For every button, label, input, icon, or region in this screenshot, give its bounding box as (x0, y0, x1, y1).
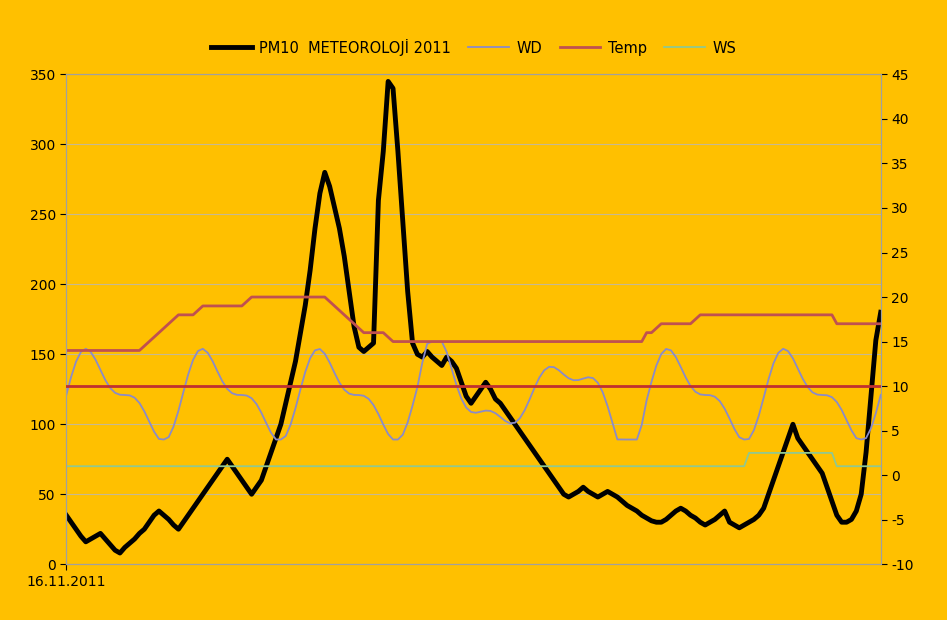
Temp (344, 316, 355, 323)
PM10  METEOROLOJİ 2011 (719, 507, 730, 515)
Line: WD: WD (66, 342, 881, 440)
WD (61, 391, 72, 399)
Line: WS: WS (66, 453, 881, 466)
Temp (528, 338, 540, 345)
WD (158, 436, 170, 443)
PM10  METEOROLOJİ 2011 (212, 469, 223, 477)
WD (534, 374, 545, 381)
WS (524, 463, 535, 470)
Temp (875, 320, 886, 327)
PM10  METEOROLOJİ 2011 (344, 288, 355, 295)
Temp (246, 293, 258, 301)
PM10  METEOROLOJİ 2011 (875, 309, 886, 316)
Temp (206, 302, 218, 309)
Temp (299, 293, 311, 301)
WS (709, 463, 721, 470)
PM10  METEOROLOJİ 2011 (61, 512, 72, 519)
WD (548, 363, 560, 371)
WS (61, 463, 72, 470)
WS (539, 463, 550, 470)
WD (875, 391, 886, 399)
WS (743, 449, 755, 456)
WD (212, 368, 223, 375)
WS (339, 463, 350, 470)
Legend: PM10  METEOROLOJİ 2011, WD, Temp, WS: PM10 METEOROLOJİ 2011, WD, Temp, WS (205, 33, 742, 61)
Line: PM10  METEOROLOJİ 2011: PM10 METEOROLOJİ 2011 (66, 81, 881, 553)
PM10  METEOROLOJİ 2011 (383, 78, 394, 85)
Temp (61, 347, 72, 354)
WD (719, 405, 730, 412)
WS (206, 463, 218, 470)
PM10  METEOROLOJİ 2011 (299, 301, 311, 309)
WD (299, 368, 311, 376)
PM10  METEOROLOJİ 2011 (548, 477, 560, 484)
WD (344, 390, 355, 397)
WD (426, 338, 438, 345)
Temp (714, 311, 725, 319)
Temp (544, 338, 555, 345)
Line: Temp: Temp (66, 297, 881, 350)
PM10  METEOROLOJİ 2011 (534, 456, 545, 463)
WS (875, 463, 886, 470)
WS (295, 463, 306, 470)
PM10  METEOROLOJİ 2011 (115, 549, 126, 557)
